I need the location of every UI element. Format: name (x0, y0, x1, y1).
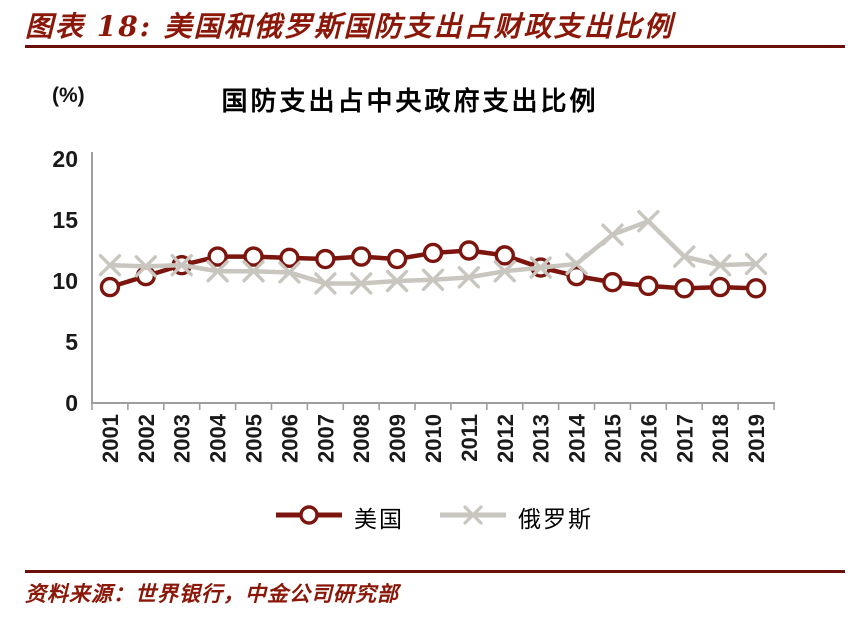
x-tick-label: 2014 (565, 413, 590, 463)
y-tick-label: 20 (52, 146, 78, 172)
russia-data-marker (421, 268, 445, 291)
x-tick-label: 2015 (600, 414, 625, 463)
chart-title: 国防支出占中央政府支出比例 (221, 87, 599, 117)
x-tick-label: 2018 (708, 414, 733, 463)
figure-caption: 图表 18: 美国和俄罗斯国防支出占财政支出比例 (25, 10, 674, 43)
russia-line-swatch-icon (438, 502, 508, 533)
russia-data-marker (493, 260, 516, 283)
us-data-marker (745, 278, 767, 299)
us-data-marker (674, 278, 695, 299)
us-data-marker (243, 246, 264, 267)
russia-data-marker (673, 245, 696, 268)
legend-label-russia: 俄罗斯 (518, 507, 593, 533)
us-data-marker (279, 247, 300, 269)
us-data-marker (638, 275, 659, 297)
russia-legend-line-icon (440, 504, 506, 525)
us-data-marker (566, 265, 587, 287)
y-tick-label: 15 (52, 207, 78, 233)
legend-item-us: 美国 (274, 500, 404, 534)
us-data-marker (709, 276, 731, 298)
caption-divider (25, 45, 845, 48)
russia-data-marker (314, 272, 337, 295)
y-tick-label: 5 (65, 329, 78, 355)
us-data-marker (386, 248, 408, 270)
x-tick-label: 2017 (672, 414, 697, 463)
x-tick-label: 2016 (636, 414, 661, 463)
us-data-marker (494, 245, 515, 266)
x-tick-label: 2004 (206, 413, 231, 463)
russia-data-marker (134, 255, 158, 278)
x-tick-label: 2003 (170, 414, 195, 463)
x-tick-label: 2012 (493, 414, 518, 463)
russia-data-marker (170, 253, 193, 277)
russia-data-marker (278, 261, 301, 284)
y-axis-unit-label: (%) (52, 84, 85, 107)
x-tick-label: 2001 (98, 414, 123, 463)
russia-data-marker (385, 269, 409, 293)
russia-data-marker (457, 266, 481, 289)
russia-data-marker (637, 210, 660, 233)
russia-data-marker (708, 253, 732, 277)
us-data-marker (99, 276, 121, 298)
x-tick-label: 2009 (385, 414, 410, 463)
y-tick-label: 10 (52, 268, 78, 294)
us-data-marker (422, 242, 444, 264)
us-data-marker (315, 248, 336, 270)
us-data-marker (602, 272, 623, 293)
x-tick-label: 2008 (349, 414, 374, 463)
legend: 美国 俄罗斯 (0, 500, 867, 534)
source-text: 资料来源：世界银行，中金公司研究部 (25, 581, 399, 606)
russia-data-marker (601, 223, 624, 246)
russia-data-marker (565, 252, 588, 276)
us-line-swatch-icon (274, 502, 344, 533)
x-tick-label: 2011 (457, 414, 482, 462)
russia-data-marker (350, 272, 373, 295)
us-data-marker (207, 246, 228, 267)
x-tick-label: 2002 (134, 414, 159, 463)
russia-data-marker (529, 256, 552, 279)
legend-label-us: 美国 (354, 507, 404, 533)
chart-canvas: 0 5 10 15 20 2001 2002 2003 2004 2005 2006 2007 2008… (52, 146, 775, 463)
x-tick-label: 2010 (421, 414, 446, 463)
x-tick-label: 2007 (313, 414, 338, 463)
us-data-marker (458, 240, 480, 261)
russia-data-marker (206, 260, 229, 283)
y-tick-label: 0 (65, 390, 78, 416)
legend-item-russia: 俄罗斯 (438, 500, 593, 534)
russia-data-marker (98, 253, 122, 277)
russia-data-marker (242, 260, 265, 283)
x-tick-label: 2006 (277, 414, 302, 463)
russia-data-marker (744, 252, 768, 276)
source-divider (25, 570, 845, 573)
x-tick-label: 2013 (529, 414, 554, 463)
x-tick-label: 2005 (242, 414, 267, 463)
us-legend-line-icon (276, 504, 342, 525)
us-data-marker (351, 246, 372, 267)
x-tick-label: 2019 (744, 414, 769, 463)
